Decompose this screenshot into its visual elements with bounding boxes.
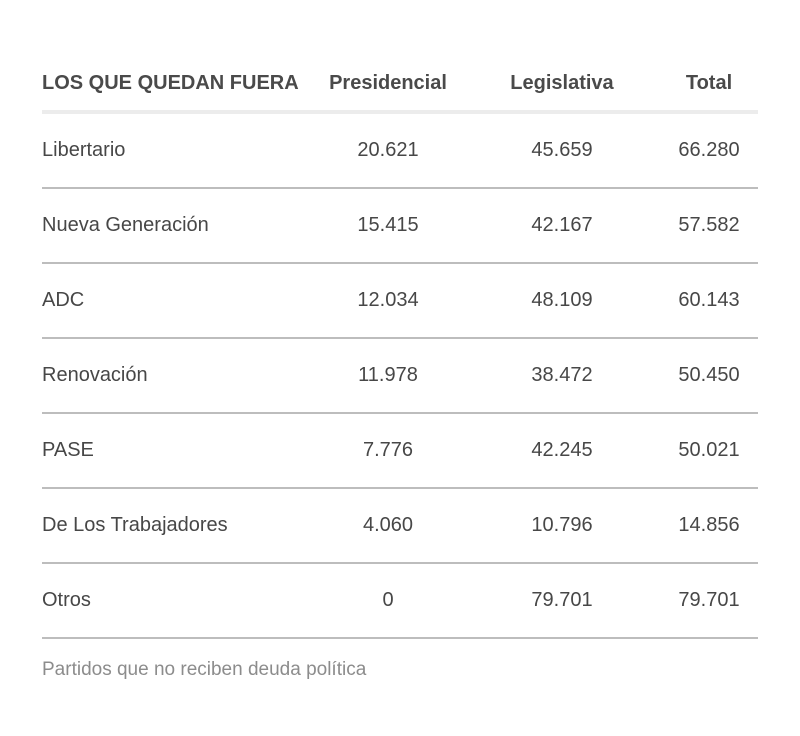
table-row: PASE 7.776 42.245 50.021 bbox=[42, 413, 758, 489]
table-container: LOS QUE QUEDAN FUERA Presidencial Legisl… bbox=[42, 56, 758, 681]
table-cell: 79.701 bbox=[660, 563, 758, 639]
table-row: De Los Trabajadores 4.060 10.796 14.856 bbox=[42, 488, 758, 564]
party-name: Renovación bbox=[42, 338, 312, 414]
table-cell: 20.621 bbox=[312, 112, 464, 189]
party-name: PASE bbox=[42, 413, 312, 489]
table-cell: 7.776 bbox=[312, 413, 464, 489]
table-row: Renovación 11.978 38.472 50.450 bbox=[42, 338, 758, 414]
table-cell: 0 bbox=[312, 563, 464, 639]
table-cell: 60.143 bbox=[660, 263, 758, 339]
table-row: ADC 12.034 48.109 60.143 bbox=[42, 263, 758, 339]
table-cell: 42.245 bbox=[464, 413, 660, 489]
parties-table: LOS QUE QUEDAN FUERA Presidencial Legisl… bbox=[42, 56, 758, 639]
table-cell: 42.167 bbox=[464, 188, 660, 264]
table-row: Libertario 20.621 45.659 66.280 bbox=[42, 112, 758, 189]
table-cell: 50.450 bbox=[660, 338, 758, 414]
table-cell: 14.856 bbox=[660, 488, 758, 564]
party-name: ADC bbox=[42, 263, 312, 339]
column-header: Presidencial bbox=[312, 56, 464, 114]
table-cell: 10.796 bbox=[464, 488, 660, 564]
table-cell: 15.415 bbox=[312, 188, 464, 264]
party-name: Otros bbox=[42, 563, 312, 639]
table-cell: 12.034 bbox=[312, 263, 464, 339]
table-cell: 79.701 bbox=[464, 563, 660, 639]
header-row: LOS QUE QUEDAN FUERA Presidencial Legisl… bbox=[42, 56, 758, 114]
column-header: Legislativa bbox=[464, 56, 660, 114]
table-cell: 48.109 bbox=[464, 263, 660, 339]
table-row: Otros 0 79.701 79.701 bbox=[42, 563, 758, 639]
table-cell: 4.060 bbox=[312, 488, 464, 564]
party-name: Nueva Generación bbox=[42, 188, 312, 264]
footnote: Partidos que no reciben deuda política bbox=[42, 659, 367, 680]
table-cell: 11.978 bbox=[312, 338, 464, 414]
column-header: Total bbox=[660, 56, 758, 114]
table-cell: 57.582 bbox=[660, 188, 758, 264]
table-cell: 66.280 bbox=[660, 112, 758, 189]
party-name: Libertario bbox=[42, 112, 312, 189]
table-row: Nueva Generación 15.415 42.167 57.582 bbox=[42, 188, 758, 264]
table-cell: 50.021 bbox=[660, 413, 758, 489]
party-name: De Los Trabajadores bbox=[42, 488, 312, 564]
table-cell: 45.659 bbox=[464, 112, 660, 189]
table-cell: 38.472 bbox=[464, 338, 660, 414]
column-header: LOS QUE QUEDAN FUERA bbox=[42, 56, 312, 114]
